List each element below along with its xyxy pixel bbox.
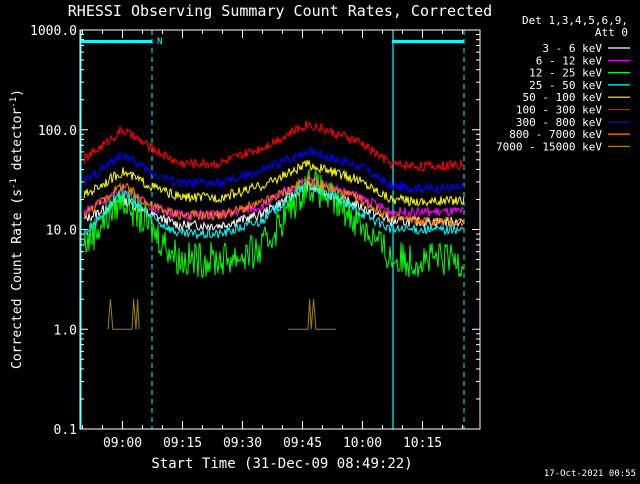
series-50-100-kev-line — [83, 159, 465, 208]
y-axis: 0.1 1.0 10.0 100.0 1000.0 — [30, 24, 480, 438]
night-bar — [392, 40, 464, 43]
x-tick-label: 10:00 — [343, 436, 382, 451]
legend-entry-label: 25 - 50 keV — [529, 79, 602, 92]
chart-title: RHESSI Observing Summary Count Rates, Co… — [68, 2, 492, 20]
legend-entry-label: 12 - 25 keV — [529, 67, 602, 80]
series-3-6-kev-line — [83, 180, 465, 231]
x-axis: 09:00 09:15 09:30 09:45 10:00 10:15 — [82, 30, 464, 451]
legend-entry-label: 100 - 300 keV — [516, 104, 602, 117]
series-lines — [83, 120, 465, 330]
x-tick-label: 09:00 — [103, 436, 142, 451]
legend-entry-label: 300 - 800 keV — [516, 116, 602, 129]
y-tick-label: 0.1 — [54, 423, 77, 438]
legend-entry-label: 800 - 7000 keV — [509, 128, 602, 141]
series-12-25-kev-line — [83, 169, 465, 278]
x-tick-label: 09:45 — [283, 436, 322, 451]
y-axis-label-superscript: -1 — [9, 97, 19, 108]
footer-timestamp: 17-Oct-2021 00:55 — [544, 469, 636, 479]
series-7000-15000-kev-line — [107, 299, 336, 330]
y-axis-label-part: ) — [10, 89, 25, 97]
series-25-50-kev-line — [83, 181, 465, 241]
y-tick-label: 10.0 — [46, 224, 77, 239]
y-axis-label-part: Corrected Count Rate (s — [10, 189, 25, 369]
night-markers: N — [80, 30, 465, 429]
legend-header-line: Att 0 — [595, 26, 628, 39]
series-800-7000-kev-line — [83, 175, 465, 227]
series-100-300-kev-line — [83, 120, 465, 172]
x-tick-label: 10:15 — [403, 436, 442, 451]
y-tick-label: 100.0 — [38, 124, 77, 139]
legend-entry-label: 7000 - 15000 keV — [496, 140, 602, 153]
x-axis-label: Start Time (31-Dec-09 08:49:22) — [151, 456, 412, 472]
night-marker-label: N — [157, 37, 162, 47]
series-300-800-kev-line — [83, 146, 465, 195]
legend-entry-label: 50 - 100 keV — [523, 91, 603, 104]
y-axis-label-superscript: -1 — [9, 178, 19, 189]
legend-entry-label: 6 - 12 keV — [536, 54, 603, 67]
night-bar — [80, 40, 152, 43]
legend-entry-label: 3 - 6 keV — [542, 42, 602, 55]
legend-header-line: Det 1,3,4,5,6,9, — [522, 14, 628, 27]
y-axis-label-part: detector — [10, 108, 25, 179]
x-tick-label: 09:15 — [163, 436, 202, 451]
y-axis-label: Corrected Count Rate (s-1 detector-1) — [9, 89, 25, 369]
y-tick-label: 1000.0 — [30, 24, 77, 39]
y-tick-label: 1.0 — [54, 323, 77, 338]
x-tick-label: 09:30 — [223, 436, 262, 451]
